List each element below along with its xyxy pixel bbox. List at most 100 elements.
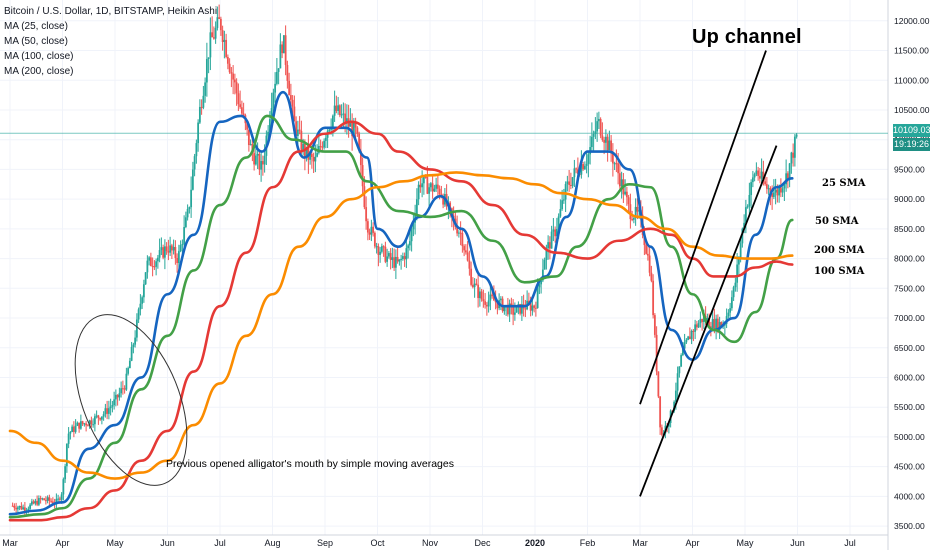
candle-body <box>601 135 604 140</box>
candle-body <box>793 136 796 158</box>
candle-body <box>492 296 495 301</box>
candle-body <box>293 106 296 122</box>
candle-body <box>258 153 261 170</box>
candle-body <box>401 256 404 259</box>
candle-body <box>163 246 166 258</box>
candle-body <box>156 257 159 262</box>
sma200-label: 200 SMA <box>814 245 865 256</box>
candle-body <box>375 246 378 248</box>
candle-body <box>585 163 588 166</box>
candle-body <box>393 257 396 268</box>
candle-body <box>46 497 49 501</box>
candle-body <box>764 181 767 185</box>
countdown-badge: 19:19:26 <box>893 138 930 151</box>
candle-body <box>781 188 784 193</box>
candle-body <box>382 246 385 248</box>
candle-body <box>512 305 515 315</box>
candle-body <box>186 208 189 218</box>
candle-body <box>176 257 179 263</box>
legend-ma100: MA (100, close) <box>4 51 74 62</box>
candle-body <box>270 108 273 120</box>
candle-body <box>314 156 317 162</box>
candle-body <box>424 176 427 178</box>
candle-body <box>482 299 485 302</box>
candle-body <box>58 498 61 500</box>
candle-body <box>477 284 480 299</box>
sma100-label: 100 SMA <box>814 266 865 277</box>
candle-body <box>603 139 606 143</box>
candle-body <box>204 82 207 96</box>
candle-body <box>753 174 756 178</box>
candle-body <box>461 233 464 247</box>
candle-body <box>228 63 231 73</box>
candle-body <box>706 318 709 322</box>
candle-body <box>230 72 233 74</box>
candle-body <box>606 136 609 151</box>
time-axis-pane <box>0 535 888 550</box>
candle-body <box>765 184 768 189</box>
candle-body <box>295 121 298 137</box>
candle-body <box>685 339 688 343</box>
candle-body <box>195 143 198 157</box>
candle-body <box>90 420 93 425</box>
legend-title: Bitcoin / U.S. Dollar, 1D, BITSTAMP, Hei… <box>4 6 218 17</box>
candle-body <box>783 184 786 189</box>
candle-body <box>655 334 658 372</box>
candle-body <box>81 421 84 424</box>
x-tick-label: Apr <box>685 538 699 548</box>
x-tick-label: Jul <box>214 538 226 548</box>
candle-body <box>480 291 483 300</box>
candle-body <box>235 82 238 94</box>
x-tick-label: Mar <box>632 538 648 548</box>
candle-body <box>104 408 107 415</box>
candle-body <box>328 129 331 131</box>
candle-body <box>746 206 749 208</box>
candle-body <box>785 173 788 185</box>
candle-body <box>410 229 413 242</box>
candle-body <box>538 284 541 288</box>
candle-body <box>650 272 653 281</box>
candle-body <box>317 146 320 153</box>
candle-body <box>386 256 389 262</box>
candle-body <box>225 39 228 57</box>
candle-body <box>778 187 781 196</box>
candle-body <box>660 427 663 435</box>
candle-body <box>415 199 418 215</box>
last-price-badge: 10109.03 <box>893 124 931 137</box>
candle-body <box>39 498 42 500</box>
price-axis-pane <box>888 0 932 550</box>
candle-body <box>617 163 620 174</box>
candle-body <box>489 294 492 301</box>
x-tick-label: Aug <box>264 538 280 548</box>
candle-body <box>212 37 215 39</box>
candle-body <box>573 168 576 178</box>
candle-body <box>620 179 623 187</box>
x-tick-label: May <box>106 538 124 548</box>
candle-body <box>20 506 23 510</box>
candle-body <box>527 300 530 304</box>
candle-body <box>543 260 546 270</box>
candle-body <box>160 247 163 251</box>
candle-body <box>407 245 410 249</box>
candle-body <box>321 146 324 148</box>
candle-body <box>281 44 284 54</box>
candle-body <box>751 177 754 183</box>
candle-body <box>643 235 646 246</box>
x-tick-label: Nov <box>422 538 439 548</box>
candle-body <box>148 257 151 261</box>
candle-body <box>541 269 544 281</box>
candle-body <box>531 305 534 311</box>
candle-body <box>645 245 648 254</box>
candle-body <box>519 304 522 314</box>
y-tick-label: 8000.00 <box>894 254 925 264</box>
candle-body <box>597 118 600 122</box>
candle-body <box>772 192 775 197</box>
candle-body <box>510 303 513 306</box>
candle-body <box>683 342 686 349</box>
candle-body <box>715 318 718 330</box>
candle-body <box>615 163 618 165</box>
y-tick-label: 4500.00 <box>894 462 925 472</box>
candle-body <box>88 420 91 426</box>
candle-body <box>431 183 434 192</box>
